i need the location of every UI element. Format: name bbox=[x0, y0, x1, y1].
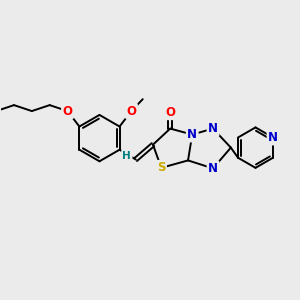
Text: N: N bbox=[208, 162, 218, 175]
Text: N: N bbox=[268, 131, 278, 144]
Text: O: O bbox=[126, 105, 136, 118]
Text: N: N bbox=[208, 122, 218, 135]
Text: N: N bbox=[187, 128, 197, 141]
Text: S: S bbox=[157, 161, 166, 174]
Text: H: H bbox=[122, 151, 131, 161]
Text: O: O bbox=[62, 105, 73, 118]
Text: O: O bbox=[165, 106, 175, 119]
